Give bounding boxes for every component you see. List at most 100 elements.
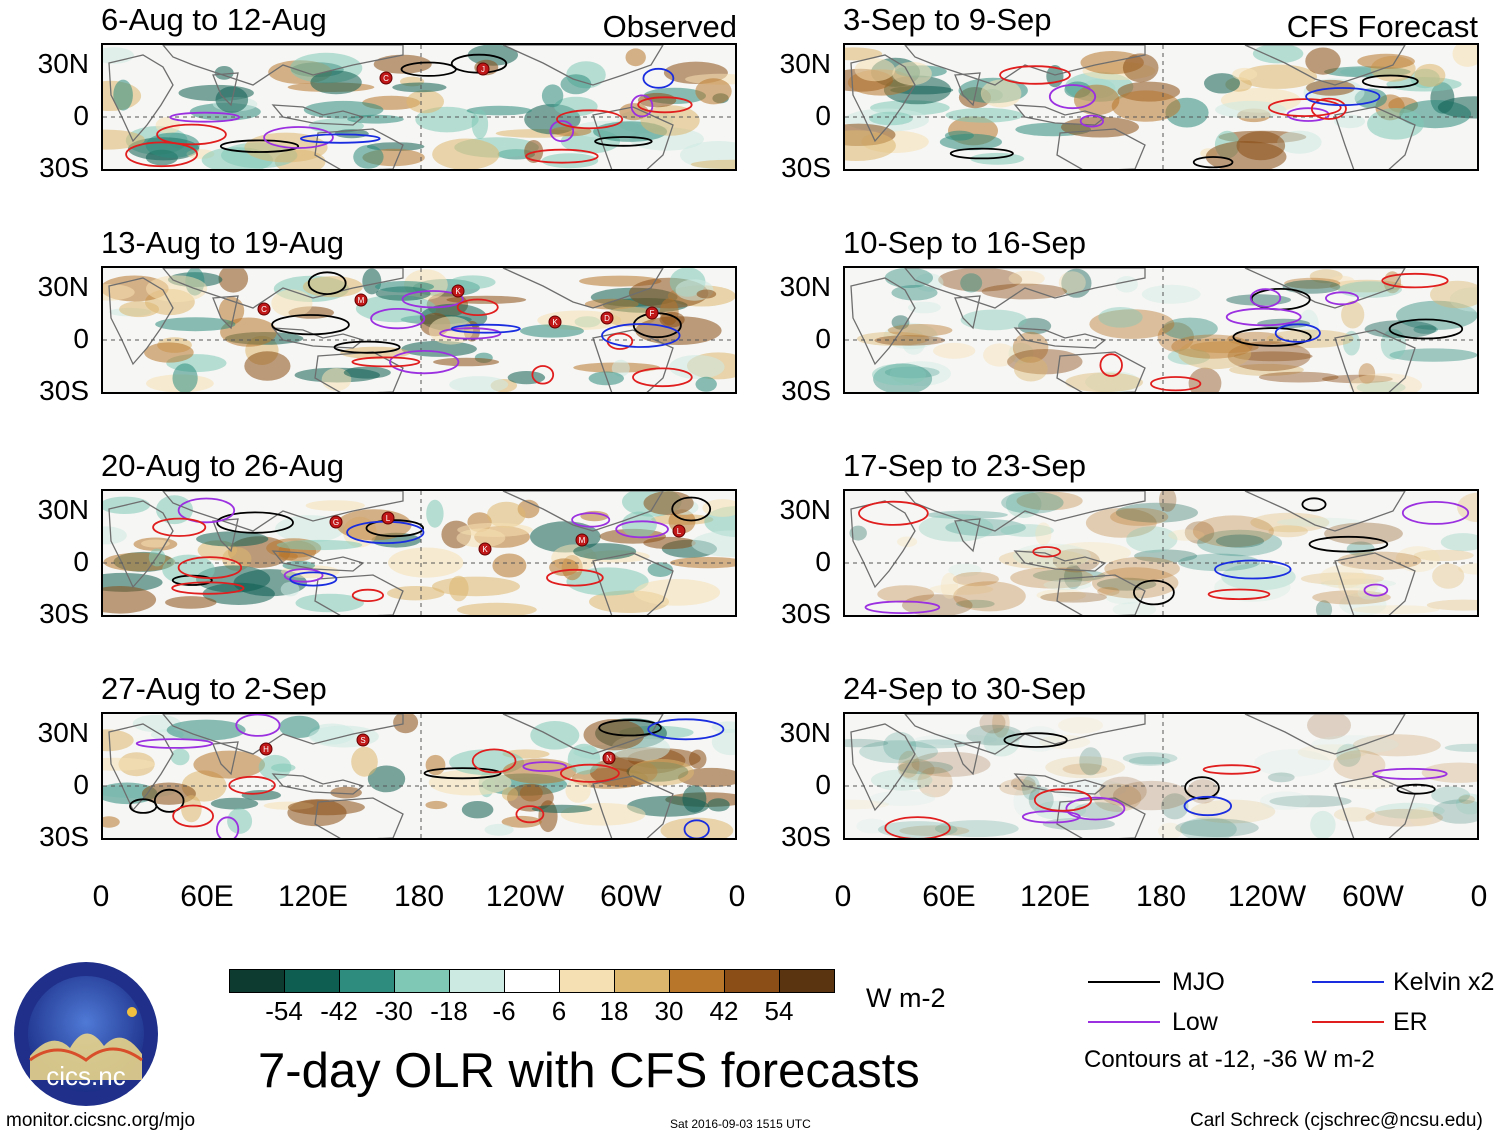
storm-marker: S: [356, 733, 370, 747]
olr-anomaly-patch: [103, 47, 134, 64]
latitude-label: 0: [73, 769, 89, 800]
olr-anomaly-patch: [1395, 546, 1440, 573]
low-contour: [549, 120, 575, 143]
er-contour: [471, 748, 517, 774]
olr-anomaly-patch: [992, 714, 1010, 738]
olr-anomaly-patch: [1036, 589, 1087, 602]
mjo-contour: [333, 340, 401, 354]
low-legend-label: Low: [1172, 1008, 1218, 1036]
olr-anomaly-patch: [1349, 373, 1422, 392]
svg-text:G: G: [333, 518, 339, 527]
coastline: [954, 741, 981, 776]
olr-anomaly-patch: [172, 363, 198, 392]
olr-anomaly-patch: [487, 501, 526, 528]
coastline: [212, 741, 239, 776]
mjo-contour: [365, 519, 424, 538]
olr-anomaly-patch: [145, 132, 200, 158]
olr-anomaly-patch: [1277, 130, 1322, 154]
olr-anomaly-patch: [375, 281, 434, 293]
storm-marker: G: [329, 515, 343, 529]
olr-anomaly-patch: [1110, 507, 1169, 526]
olr-anomaly-patch: [940, 572, 958, 599]
coastline: [954, 295, 981, 330]
coastline: [271, 104, 365, 126]
low-contour: [1249, 288, 1282, 308]
olr-anomaly-patch: [432, 138, 500, 169]
olr-anomaly-patch: [696, 289, 717, 299]
olr-anomaly-patch: [501, 815, 542, 828]
svg-text:M: M: [358, 296, 365, 305]
olr-anomaly-patch: [1312, 590, 1391, 605]
olr-anomaly-patch: [1300, 572, 1384, 585]
olr-anomaly-patch: [938, 268, 1023, 292]
svg-text:K: K: [455, 287, 461, 296]
olr-anomaly-patch: [103, 129, 145, 150]
svg-text:C: C: [261, 305, 267, 314]
olr-anomaly-patch: [1437, 96, 1477, 119]
olr-anomaly-patch: [1016, 491, 1083, 511]
er-contour: [228, 775, 276, 795]
olr-anomaly-patch: [366, 142, 425, 151]
kelvin-contour: [1305, 87, 1381, 107]
olr-anomaly-patch: [492, 553, 527, 578]
er-contour: [637, 96, 693, 114]
olr-anomaly-patch: [933, 342, 976, 359]
olr-anomaly-patch: [669, 355, 725, 379]
olr-anomaly-patch: [196, 565, 271, 593]
storm-marker: K: [451, 284, 465, 298]
low-contour: [1363, 583, 1389, 597]
coastline: [314, 128, 404, 169]
olr-anomaly-patch: [1322, 374, 1393, 384]
olr-anomaly-patch: [1426, 599, 1477, 611]
er-contour: [1032, 546, 1062, 558]
olr-anomaly-patch: [227, 808, 253, 834]
footer-author[interactable]: Carl Schreck (cjschrec@ncsu.edu): [1190, 1110, 1483, 1131]
olr-anomaly-patch: [953, 581, 1026, 612]
olr-anomaly-patch: [1175, 818, 1259, 838]
olr-anomaly-patch: [218, 296, 245, 325]
kelvin-contour: [642, 67, 675, 89]
mjo-contour: [1192, 156, 1234, 169]
olr-anomaly-patch: [449, 376, 509, 392]
olr-map-svg: [845, 714, 1477, 838]
latitude-label: 30S: [781, 152, 831, 183]
coastline: [1334, 106, 1416, 169]
svg-text:D: D: [604, 314, 610, 323]
coastline: [954, 518, 981, 553]
colorbar-swatch: [394, 969, 450, 993]
olr-anomaly-patch: [1333, 750, 1386, 780]
olr-anomaly-patch: [872, 363, 927, 386]
storm-marker: J: [476, 62, 490, 76]
low-contour: [216, 816, 240, 838]
olr-anomaly-patch: [196, 531, 269, 547]
olr-anomaly-patch: [1365, 808, 1443, 827]
olr-anomaly-patch: [625, 48, 646, 67]
olr-anomaly-patch: [258, 754, 292, 780]
olr-map-panel: [843, 712, 1479, 840]
olr-anomaly-patch: [401, 340, 477, 357]
olr-anomaly-patch: [643, 491, 694, 516]
olr-anomaly-patch: [1058, 271, 1086, 294]
mjo-contour: [219, 139, 300, 153]
olr-anomaly-patch: [565, 778, 591, 803]
olr-anomaly-patch: [103, 816, 120, 828]
olr-anomaly-patch: [899, 825, 970, 837]
olr-anomaly-patch: [218, 268, 249, 293]
olr-anomaly-patch: [604, 306, 657, 327]
olr-anomaly-patch: [351, 746, 378, 777]
longitude-label: 60W: [600, 880, 662, 913]
cfs-forecast-label: CFS Forecast: [1286, 9, 1478, 44]
olr-anomaly-patch: [897, 536, 918, 548]
olr-anomaly-patch: [845, 47, 883, 61]
olr-anomaly-patch: [1057, 717, 1104, 734]
footer-url[interactable]: monitor.cicsnc.org/mjo: [6, 1110, 196, 1131]
olr-anomaly-patch: [998, 549, 1087, 569]
olr-anomaly-patch: [1112, 780, 1191, 811]
olr-anomaly-patch: [103, 284, 135, 301]
olr-anomaly-patch: [1250, 512, 1330, 533]
panel-title: 6-Aug to 12-Aug: [101, 2, 327, 37]
mjo-contour: [1301, 497, 1327, 512]
longitude-label: 120E: [277, 880, 349, 913]
olr-anomaly-patch: [103, 757, 156, 771]
olr-anomaly-patch: [845, 738, 889, 748]
